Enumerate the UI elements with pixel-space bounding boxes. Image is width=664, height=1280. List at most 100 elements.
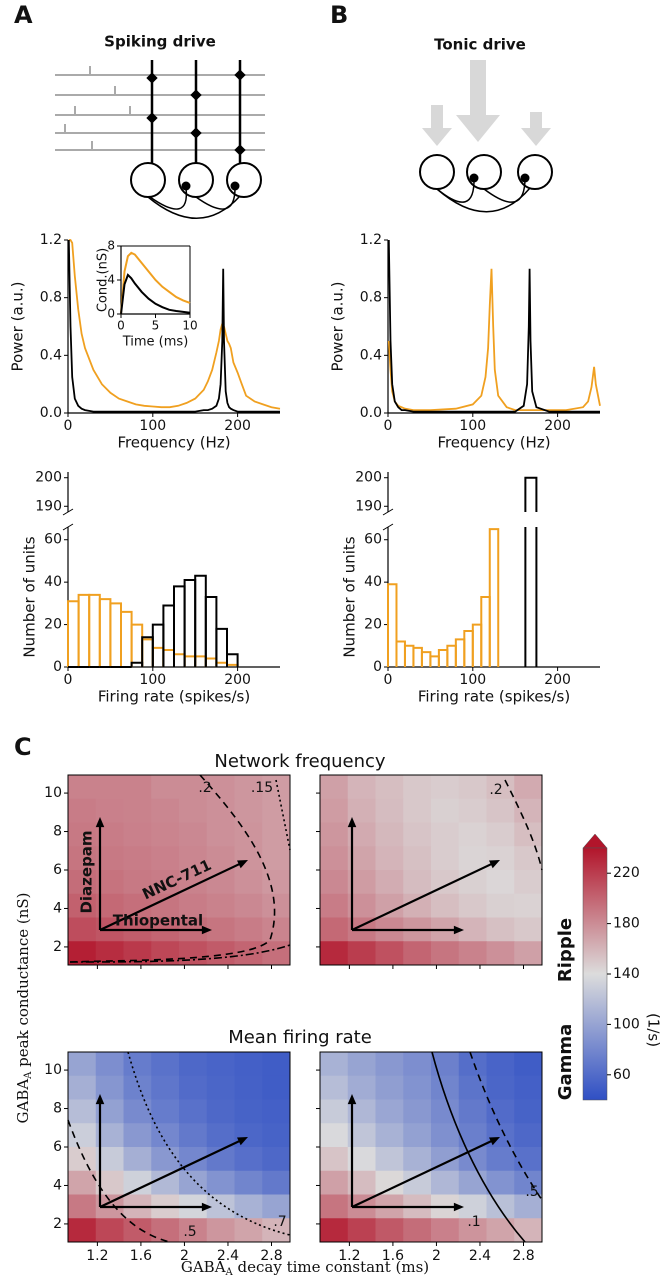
- heatmap-cell: [68, 870, 97, 895]
- colorbar-tick-label: 60: [613, 1067, 631, 1083]
- heatmap-cell: [123, 798, 152, 823]
- histogram-bar: [215, 627, 228, 667]
- x-tick-label: 10: [182, 319, 197, 333]
- x-tick-label: 100: [139, 672, 166, 688]
- contour-line: [67, 1119, 171, 1243]
- contour-line: [69, 774, 276, 963]
- heatmap-cell: [179, 941, 208, 966]
- heatmap-cell: [431, 1170, 460, 1195]
- heatmap-cell: [320, 917, 349, 942]
- colorbar-tick-label: 140: [613, 966, 640, 982]
- y-axis-label: Number of units: [341, 536, 359, 657]
- x-tick-label: 100: [459, 672, 486, 688]
- x-axis-label: Firing rate (spikes/s): [98, 688, 250, 706]
- heatmap-cell: [514, 1218, 543, 1243]
- y-tick-label: 20: [44, 617, 62, 633]
- histogram-bar: [420, 651, 432, 667]
- heatmap-cell: [403, 1052, 432, 1077]
- heatmap-cell: [151, 775, 180, 800]
- heatmap-cell: [262, 893, 291, 918]
- arrow-head: [95, 817, 105, 828]
- y-tick-label: 0: [107, 307, 115, 321]
- colorbar-tick-label: 180: [613, 916, 640, 932]
- heatmap-cell: [458, 1123, 487, 1148]
- y-tick-label: 4: [53, 1177, 62, 1193]
- series-line: [120, 273, 191, 315]
- heatmap-cell: [458, 846, 487, 871]
- heatmap-cell: [375, 798, 404, 823]
- histogram-bar: [204, 596, 218, 667]
- heatmap-cell: [151, 846, 180, 871]
- heatmap-cell: [375, 1218, 404, 1243]
- arrow-head: [95, 1094, 105, 1105]
- heatmap-cell: [262, 941, 291, 966]
- y-axis-label: Power (a.u.): [9, 281, 27, 371]
- x-tick-label: 200: [224, 418, 251, 434]
- heatmap-cell: [123, 893, 152, 918]
- heatmap-cell: [431, 798, 460, 823]
- heatmap-cell: [375, 870, 404, 895]
- y-tick-label: 8: [53, 824, 62, 840]
- arrow-head: [201, 1202, 212, 1212]
- heatmap-cell: [403, 775, 432, 800]
- histogram-bar: [109, 602, 122, 667]
- heatmap-cell: [486, 1218, 515, 1243]
- heatmap-cell: [206, 1075, 235, 1100]
- heatmap-cell: [514, 1099, 543, 1124]
- contour-line: [469, 1051, 543, 1201]
- x-tick-label: 1.2: [338, 1248, 360, 1264]
- histogram-bar: [120, 610, 133, 667]
- heatmap-cell: [458, 1218, 487, 1243]
- heatmap-cell: [320, 846, 349, 871]
- heatmap-cell: [179, 1170, 208, 1195]
- heatmap-cell: [123, 1123, 152, 1148]
- x-tick-label: 200: [544, 418, 571, 434]
- heatmap-cell: [68, 1218, 97, 1243]
- x-tick-label: 0: [64, 418, 73, 434]
- y-tick-label: 40: [364, 574, 382, 590]
- arrow-head: [201, 925, 212, 935]
- heatmap-cell: [403, 1075, 432, 1100]
- heatmap-cell: [123, 1075, 152, 1100]
- histogram-bar: [183, 655, 197, 667]
- x-tick-label: 1.6: [130, 1248, 152, 1264]
- heatmap-cell: [375, 1075, 404, 1100]
- heatmap-cell: [486, 1147, 515, 1172]
- heatmap-cell: [262, 1123, 291, 1148]
- heatmap-cell: [514, 1075, 543, 1100]
- heatmap-cell: [123, 1052, 152, 1077]
- heatmap-cell: [486, 941, 515, 966]
- series-line: [387, 268, 601, 411]
- heatmap-cell: [234, 893, 263, 918]
- y-tick-label: 190: [355, 498, 382, 514]
- label-part: decay time constant (ms): [233, 1258, 429, 1276]
- arrow-label: Thiopental: [113, 912, 203, 930]
- arrow-label: Diazepam: [78, 830, 96, 913]
- heatmap-cell: [123, 1099, 152, 1124]
- heatmap-cell: [234, 775, 263, 800]
- panel-label: B: [330, 1, 348, 29]
- y-tick-label: 0: [373, 659, 382, 675]
- x-tick-label: 0: [64, 672, 73, 688]
- heatmap-cell: [431, 1099, 460, 1124]
- heatmap-cell: [403, 822, 432, 847]
- panel-label: A: [14, 1, 33, 29]
- heatmap-cell: [375, 1170, 404, 1195]
- histogram-bar: [429, 655, 440, 667]
- label-part: A: [23, 1071, 34, 1080]
- y-tick-label: 4: [53, 900, 62, 916]
- heatmap-cell: [486, 1099, 515, 1124]
- x-axis-label: Frequency (Hz): [117, 434, 230, 452]
- axis-break: [62, 508, 74, 531]
- heatmap-cell: [458, 798, 487, 823]
- contour-label: .5: [525, 1184, 538, 1200]
- histogram-bar-top: [524, 476, 538, 512]
- x-tick-label: 2.8: [260, 1248, 282, 1264]
- y-tick-label: 4: [107, 273, 115, 287]
- series-line: [67, 239, 280, 413]
- histogram-bar: [67, 600, 80, 667]
- histogram-bar: [403, 644, 415, 667]
- spiking-diagram: [55, 60, 265, 219]
- series-line: [68, 239, 281, 410]
- heatmap-cell: [179, 893, 208, 918]
